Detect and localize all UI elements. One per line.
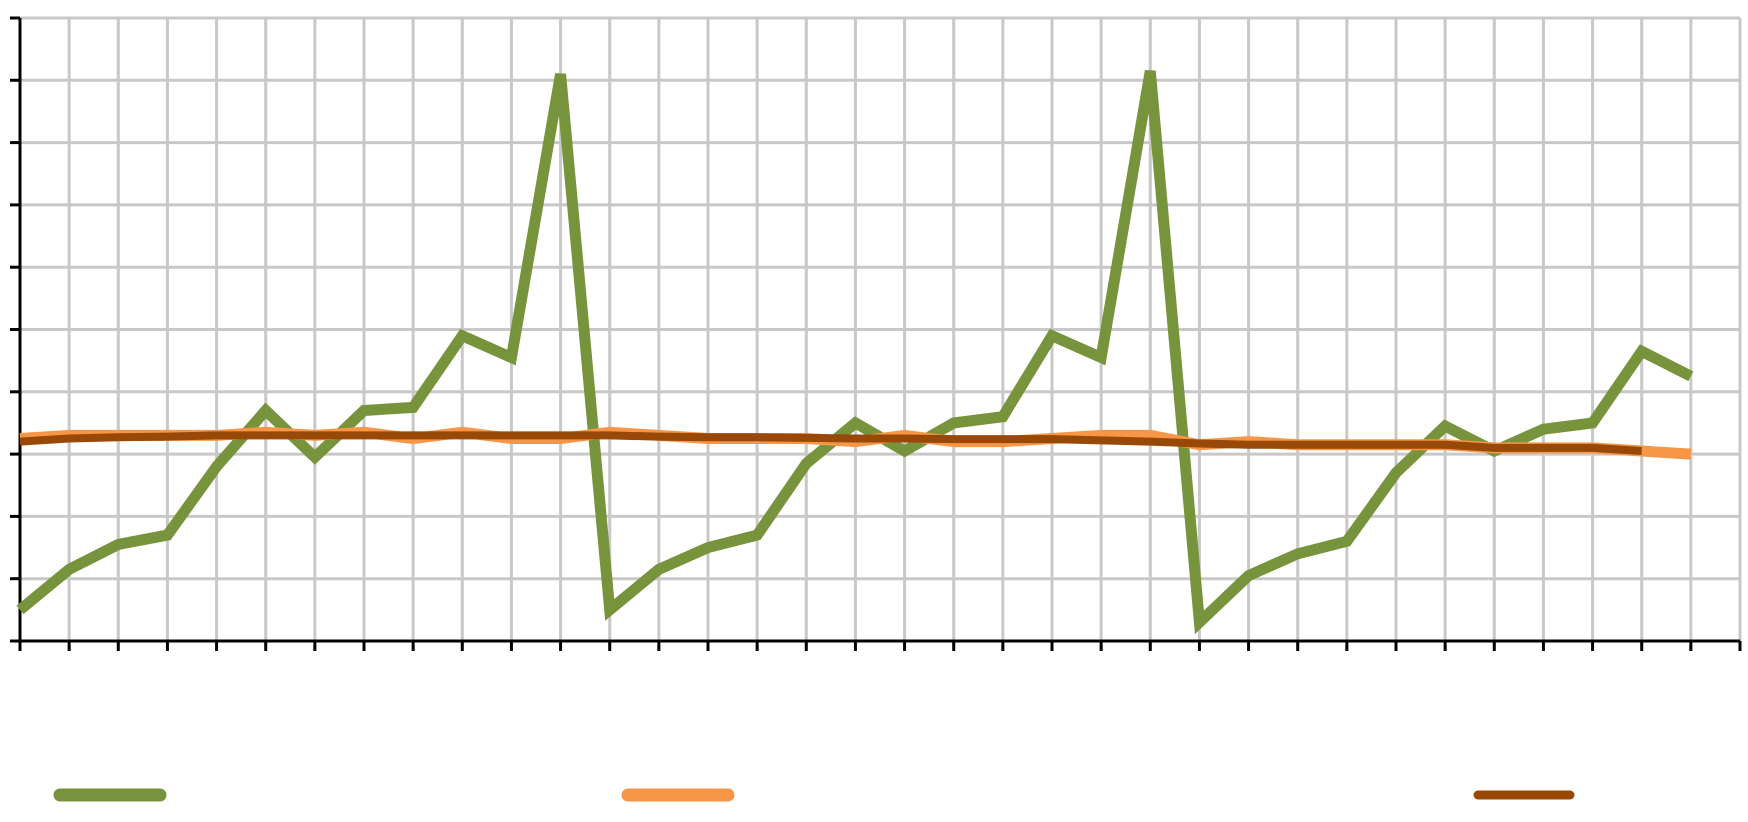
series-line-1 bbox=[16, 70, 1694, 635]
gridlines bbox=[20, 16, 1742, 641]
series-lines bbox=[16, 70, 1694, 635]
axes bbox=[10, 16, 1742, 651]
series-line-3 bbox=[19, 431, 1642, 455]
